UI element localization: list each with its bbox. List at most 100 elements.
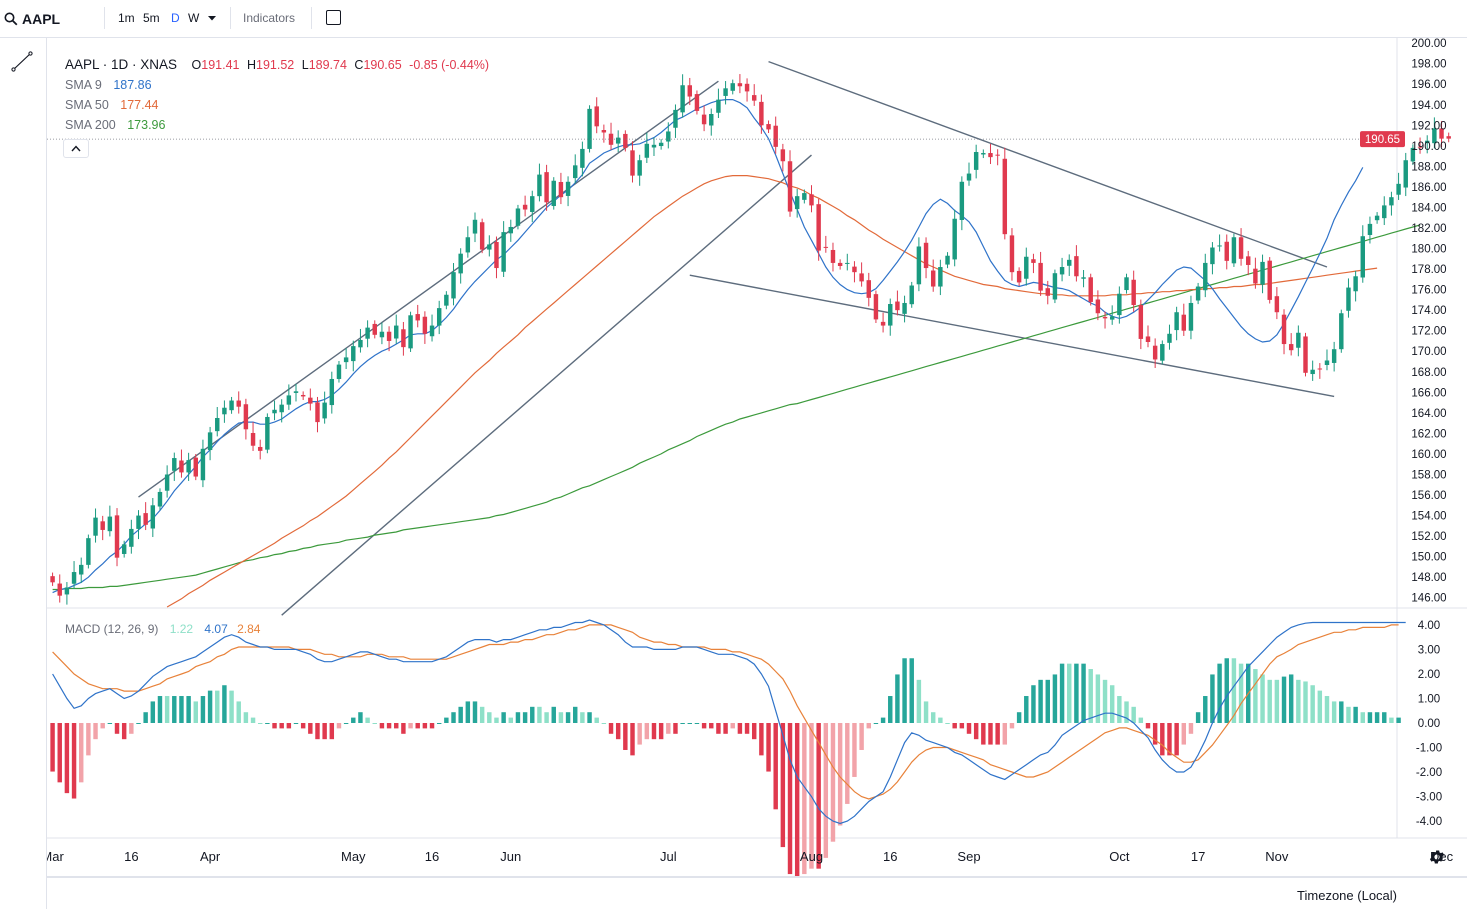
candle-body[interactable] xyxy=(143,513,148,525)
candle-body[interactable] xyxy=(465,237,471,253)
sma50-line[interactable] xyxy=(166,175,1378,608)
candle-body[interactable] xyxy=(1038,262,1043,291)
candle-body[interactable] xyxy=(716,99,721,113)
candle-body[interactable] xyxy=(1181,314,1187,331)
candle-body[interactable] xyxy=(866,280,871,298)
candle-body[interactable] xyxy=(1095,299,1101,314)
candle-body[interactable] xyxy=(1231,237,1237,264)
candle-body[interactable] xyxy=(243,404,249,430)
candle-body[interactable] xyxy=(200,448,206,481)
candle-body[interactable] xyxy=(766,124,771,130)
symbol-search[interactable]: AAPL xyxy=(4,9,60,29)
candle-body[interactable] xyxy=(1396,183,1401,195)
candle-body[interactable] xyxy=(257,446,263,451)
candle-body[interactable] xyxy=(386,331,392,341)
candle-body[interactable] xyxy=(1195,286,1201,301)
sma200-row[interactable]: SMA 200 173.96 xyxy=(65,115,489,135)
candle-body[interactable] xyxy=(1052,273,1058,300)
sma9-row[interactable]: SMA 9 187.86 xyxy=(65,75,489,95)
candle-body[interactable] xyxy=(286,395,292,405)
candle-body[interactable] xyxy=(823,246,829,248)
candle-body[interactable] xyxy=(959,181,965,220)
fullscreen-button[interactable] xyxy=(326,10,341,25)
candle-body[interactable] xyxy=(1024,256,1029,279)
candle-body[interactable] xyxy=(1059,267,1065,275)
candle-body[interactable] xyxy=(487,244,492,250)
candle-body[interactable] xyxy=(723,88,728,96)
candle-body[interactable] xyxy=(179,460,184,473)
macd-signal-line[interactable] xyxy=(52,624,1399,800)
candle-body[interactable] xyxy=(1088,277,1093,302)
candle-body[interactable] xyxy=(522,204,528,210)
candle-body[interactable] xyxy=(322,402,327,419)
candle-body[interactable] xyxy=(436,308,442,326)
candle-body[interactable] xyxy=(1031,259,1036,263)
candle-body[interactable] xyxy=(100,521,105,530)
candle-body[interactable] xyxy=(1446,136,1451,139)
candle-body[interactable] xyxy=(1224,241,1229,261)
candle-body[interactable] xyxy=(508,226,514,234)
candle-body[interactable] xyxy=(222,407,227,415)
candle-body[interactable] xyxy=(615,137,621,144)
candle-body[interactable] xyxy=(186,460,191,473)
candle-body[interactable] xyxy=(351,346,356,362)
candle-body[interactable] xyxy=(680,85,685,113)
candle-body[interactable] xyxy=(215,418,220,432)
candle-body[interactable] xyxy=(1288,344,1294,351)
candle-body[interactable] xyxy=(930,270,936,287)
candle-body[interactable] xyxy=(966,173,972,181)
candle-body[interactable] xyxy=(794,196,800,210)
candle-body[interactable] xyxy=(973,152,979,170)
candle-body[interactable] xyxy=(336,364,342,379)
candle-body[interactable] xyxy=(250,432,256,446)
candle-body[interactable] xyxy=(565,181,571,196)
candle-body[interactable] xyxy=(1432,128,1437,144)
candle-body[interactable] xyxy=(293,391,299,393)
candle-body[interactable] xyxy=(458,253,463,274)
timezone-selector[interactable]: Timezone (Local) xyxy=(1297,888,1397,903)
candle-body[interactable] xyxy=(852,266,857,273)
candle-body[interactable] xyxy=(658,142,664,147)
candle-body[interactable] xyxy=(787,161,793,212)
candle-body[interactable] xyxy=(873,294,879,320)
candle-body[interactable] xyxy=(995,154,1000,156)
candle-body[interactable] xyxy=(1439,128,1444,139)
trendline-4[interactable] xyxy=(689,274,1335,398)
candle-body[interactable] xyxy=(157,491,163,507)
candle-body[interactable] xyxy=(1410,147,1416,162)
candle-body[interactable] xyxy=(1310,369,1315,375)
candle-body[interactable] xyxy=(78,564,84,575)
candle-body[interactable] xyxy=(1210,247,1215,265)
candle-body[interactable] xyxy=(1188,302,1194,331)
candle-body[interactable] xyxy=(730,83,735,91)
candle-body[interactable] xyxy=(1296,332,1301,348)
candle-body[interactable] xyxy=(1152,345,1158,360)
candle-body[interactable] xyxy=(1382,205,1387,219)
candle-body[interactable] xyxy=(279,404,284,413)
candle-body[interactable] xyxy=(379,331,385,338)
candle-body[interactable] xyxy=(372,323,377,335)
candle-body[interactable] xyxy=(1424,140,1430,144)
candle-body[interactable] xyxy=(86,538,91,565)
candle-body[interactable] xyxy=(1145,336,1151,342)
macd-legend[interactable]: MACD (12, 26, 9) 1.22 4.07 2.84 xyxy=(65,622,260,636)
candle-body[interactable] xyxy=(129,528,134,547)
candle-body[interactable] xyxy=(737,83,743,87)
candle-body[interactable] xyxy=(530,196,535,212)
candle-body[interactable] xyxy=(329,378,335,406)
candle-body[interactable] xyxy=(1346,287,1351,311)
candle-body[interactable] xyxy=(551,180,556,207)
candle-body[interactable] xyxy=(272,409,277,414)
candle-body[interactable] xyxy=(1403,160,1408,188)
candle-body[interactable] xyxy=(594,106,599,127)
candle-body[interactable] xyxy=(888,304,893,326)
candle-body[interactable] xyxy=(1016,270,1022,283)
candle-body[interactable] xyxy=(1353,276,1358,292)
candle-body[interactable] xyxy=(637,160,642,176)
candle-body[interactable] xyxy=(744,83,750,92)
candle-body[interactable] xyxy=(773,125,778,147)
candle-body[interactable] xyxy=(1374,215,1380,221)
candle-body[interactable] xyxy=(1253,268,1258,284)
candle-body[interactable] xyxy=(308,397,313,404)
candle-body[interactable] xyxy=(107,516,113,532)
